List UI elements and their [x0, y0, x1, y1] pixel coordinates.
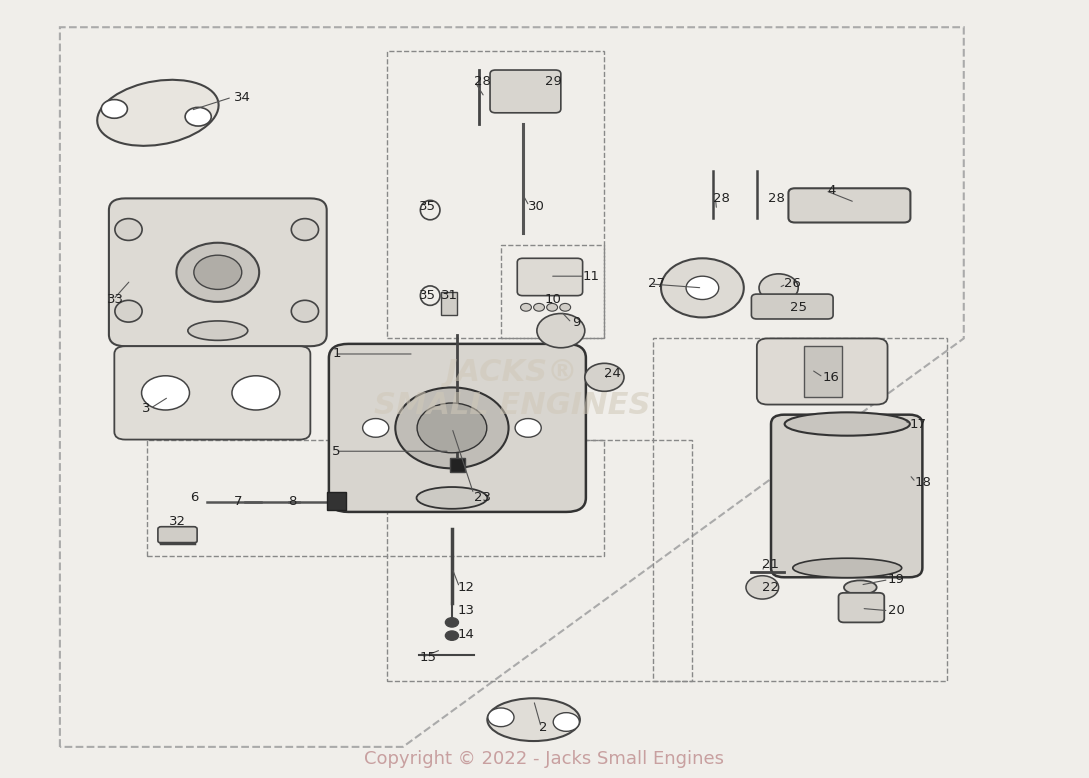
FancyBboxPatch shape [490, 70, 561, 113]
Circle shape [759, 274, 798, 302]
Text: 18: 18 [915, 476, 931, 489]
Ellipse shape [784, 412, 910, 436]
Text: 7: 7 [234, 496, 243, 508]
Text: 28: 28 [768, 192, 784, 205]
FancyBboxPatch shape [839, 593, 884, 622]
Circle shape [515, 419, 541, 437]
Text: 26: 26 [784, 278, 800, 290]
Text: 30: 30 [528, 200, 544, 212]
Text: 8: 8 [289, 496, 297, 508]
Circle shape [537, 314, 585, 348]
Text: 35: 35 [419, 289, 437, 302]
Text: 23: 23 [474, 492, 491, 504]
Bar [147, 440, 604, 556]
Circle shape [445, 618, 458, 627]
Circle shape [547, 303, 558, 311]
Text: 2: 2 [539, 721, 548, 734]
Text: 19: 19 [888, 573, 904, 586]
FancyBboxPatch shape [771, 415, 922, 577]
Circle shape [560, 303, 571, 311]
Text: 1: 1 [332, 348, 341, 360]
Text: 10: 10 [544, 293, 561, 306]
Ellipse shape [488, 699, 580, 741]
FancyBboxPatch shape [757, 338, 888, 405]
Ellipse shape [416, 487, 488, 509]
Text: 32: 32 [169, 515, 186, 527]
Text: 17: 17 [909, 418, 927, 430]
Circle shape [534, 303, 544, 311]
Ellipse shape [188, 321, 248, 341]
Ellipse shape [793, 559, 902, 577]
Circle shape [142, 376, 189, 410]
Text: Copyright © 2022 - Jacks Small Engines: Copyright © 2022 - Jacks Small Engines [365, 749, 724, 768]
Text: 6: 6 [191, 492, 199, 504]
Bar [327, 492, 346, 510]
Text: 31: 31 [441, 289, 458, 302]
Text: 28: 28 [474, 75, 490, 88]
Text: 21: 21 [762, 558, 780, 570]
Circle shape [176, 243, 259, 302]
Text: 27: 27 [648, 278, 665, 290]
FancyBboxPatch shape [788, 188, 910, 223]
Bar [387, 440, 692, 681]
FancyBboxPatch shape [114, 346, 310, 440]
FancyBboxPatch shape [329, 344, 586, 512]
Bar [387, 51, 604, 338]
Text: 35: 35 [419, 200, 437, 212]
Circle shape [194, 255, 242, 289]
Bar [441, 292, 457, 315]
Circle shape [101, 100, 127, 118]
Circle shape [585, 363, 624, 391]
Ellipse shape [292, 219, 319, 240]
FancyBboxPatch shape [517, 258, 583, 296]
Text: 15: 15 [419, 651, 437, 664]
Bar [450, 458, 465, 472]
Text: 13: 13 [457, 605, 475, 617]
Circle shape [185, 107, 211, 126]
Text: 28: 28 [713, 192, 730, 205]
Text: 11: 11 [583, 270, 600, 282]
Text: 14: 14 [457, 628, 474, 640]
Text: 34: 34 [234, 91, 250, 103]
Text: JACKS®
SMALL ENGINES: JACKS® SMALL ENGINES [374, 358, 650, 420]
Text: 20: 20 [888, 605, 904, 617]
Text: 12: 12 [457, 581, 475, 594]
Text: 22: 22 [762, 581, 780, 594]
Circle shape [746, 576, 779, 599]
FancyBboxPatch shape [158, 527, 197, 543]
Circle shape [521, 303, 531, 311]
Text: 29: 29 [544, 75, 561, 88]
Ellipse shape [114, 219, 142, 240]
Text: 9: 9 [572, 317, 580, 329]
Text: 3: 3 [142, 402, 150, 415]
Ellipse shape [292, 300, 319, 322]
Ellipse shape [114, 300, 142, 322]
Text: 25: 25 [790, 301, 807, 314]
Circle shape [232, 376, 280, 410]
Ellipse shape [844, 580, 877, 594]
Circle shape [488, 708, 514, 727]
Circle shape [553, 713, 579, 731]
FancyBboxPatch shape [751, 294, 833, 319]
Circle shape [686, 276, 719, 300]
Text: 33: 33 [107, 293, 124, 306]
Circle shape [417, 403, 487, 453]
Bar [501, 245, 604, 338]
Circle shape [661, 258, 744, 317]
Ellipse shape [97, 80, 219, 145]
FancyBboxPatch shape [109, 198, 327, 346]
Text: 16: 16 [822, 371, 839, 384]
Text: 4: 4 [828, 184, 836, 197]
Bar [804, 346, 842, 397]
Circle shape [363, 419, 389, 437]
Circle shape [445, 631, 458, 640]
Text: 24: 24 [604, 367, 621, 380]
Bar [653, 338, 947, 681]
Circle shape [395, 387, 509, 468]
Text: 5: 5 [332, 445, 341, 457]
